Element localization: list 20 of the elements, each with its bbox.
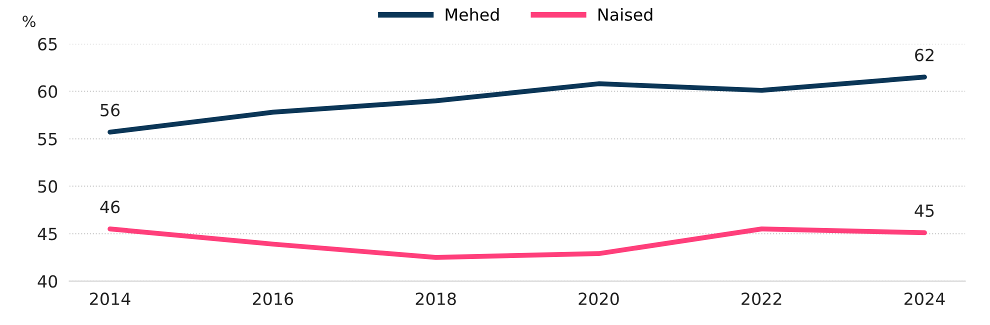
data-label: 56 <box>100 104 120 116</box>
y-tick-label: 40 <box>38 275 58 288</box>
y-axis-title: % <box>22 16 36 28</box>
x-tick-label: 2022 <box>742 292 782 306</box>
x-tick-label: 2016 <box>252 292 294 306</box>
x-tick-label: 2024 <box>904 292 945 306</box>
data-label: 45 <box>914 204 934 217</box>
legend-label: Mehed <box>446 8 499 21</box>
data-label: 46 <box>100 200 120 214</box>
line-series <box>108 226 927 260</box>
y-tick-label: 55 <box>38 132 57 146</box>
y-tick-label: 45 <box>38 228 57 240</box>
y-tick-label: 65 <box>38 38 57 50</box>
x-tick-label: 2014 <box>90 292 130 306</box>
y-tick-label: 50 <box>38 180 58 193</box>
data-label: 62 <box>915 48 934 62</box>
y-tick-label: 60 <box>38 85 58 98</box>
legend-label: Naised <box>598 8 652 21</box>
x-tick-label: 2020 <box>578 292 619 306</box>
x-tick-label: 2018 <box>416 292 456 306</box>
